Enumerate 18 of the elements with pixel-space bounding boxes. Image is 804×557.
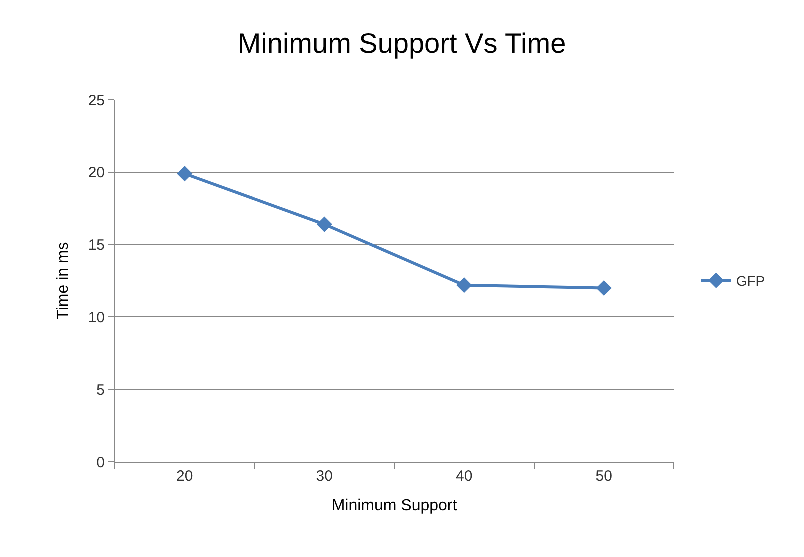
point <box>596 280 612 296</box>
y-tick-label: 15 <box>88 237 105 254</box>
point <box>316 216 332 232</box>
y-tick-label: 5 <box>96 382 105 399</box>
y-tick-label: 0 <box>96 454 105 472</box>
chart-title: Minimum Support Vs Time <box>238 28 566 60</box>
point <box>456 278 472 294</box>
x-tick-label: 30 <box>316 468 333 485</box>
x-tick-label: 40 <box>456 468 473 485</box>
point <box>177 166 193 182</box>
x-axis-title: Minimum Support <box>332 498 458 515</box>
legend-label: GFP <box>736 273 766 290</box>
y-axis-title: Time in ms <box>55 242 72 320</box>
y-tick-label: 10 <box>88 309 105 326</box>
y-tick-label: 20 <box>88 164 105 182</box>
x-tick-label: 20 <box>176 468 194 485</box>
y-tick-label: 25 <box>88 92 105 110</box>
x-tick-label: 50 <box>596 468 612 485</box>
